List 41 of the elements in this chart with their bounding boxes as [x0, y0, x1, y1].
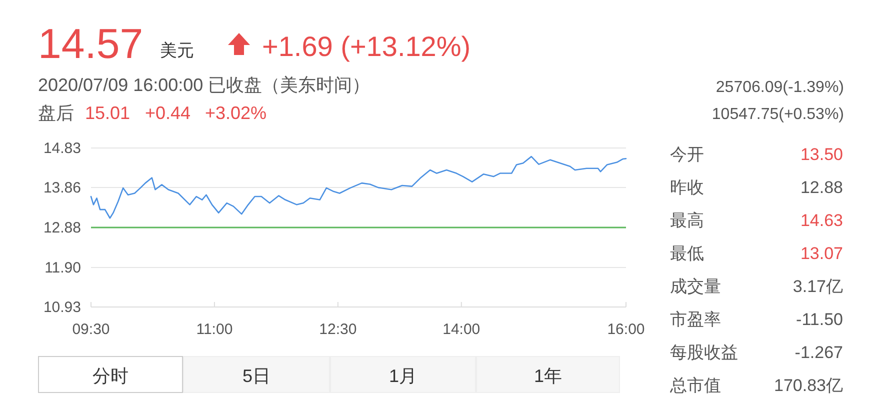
- x-tick-label: 11:00: [196, 321, 233, 338]
- text: 总市值: [669, 376, 721, 395]
- chart-title: 14.57: [38, 20, 144, 67]
- text: 3.17亿: [792, 277, 843, 296]
- text: +3.02%: [205, 103, 267, 123]
- x-tick-label: 14:00: [442, 321, 480, 338]
- y-tick-label: 14.83: [43, 140, 81, 157]
- y-tick-label: 10.93: [43, 299, 81, 316]
- text: 2020/07/09 16:00:00 已收盘（美东时间）: [38, 75, 370, 95]
- y-tick-label: 12.88: [43, 220, 81, 236]
- text: 1月: [388, 366, 418, 386]
- text: 1年: [534, 366, 562, 386]
- text: 15.01: [85, 103, 130, 123]
- text: 今开: [670, 145, 704, 164]
- text: 13.50: [800, 145, 843, 164]
- text: 13.07: [800, 244, 843, 263]
- y-tick-label: 13.86: [43, 180, 81, 197]
- text: +0.44: [145, 103, 191, 123]
- text: +1.69 (+13.12%): [262, 31, 471, 62]
- text: 美元: [160, 41, 194, 60]
- text: 25706.09(-1.39%): [716, 79, 844, 96]
- text: 14.63: [800, 211, 843, 230]
- x-tick-label: 12:30: [319, 321, 357, 338]
- text: 最低: [670, 244, 704, 263]
- text: 盘后: [38, 103, 74, 123]
- text: 170.83亿: [774, 376, 843, 395]
- text: 市盈率: [670, 310, 721, 329]
- text: 昨收: [670, 178, 704, 197]
- text: 12.88: [800, 178, 843, 197]
- text: 5日: [242, 366, 271, 386]
- text: 10547.75(+0.53%): [712, 106, 844, 123]
- text: 成交量: [670, 277, 721, 296]
- text: 最高: [670, 211, 704, 230]
- text: -1.267: [794, 343, 843, 362]
- text: -11.50: [796, 310, 843, 329]
- y-tick-label: 11.90: [44, 259, 81, 276]
- line-series: [90, 156, 627, 219]
- text: 每股收益: [670, 343, 738, 362]
- x-tick-label: 09:30: [72, 321, 110, 338]
- text: 分时: [92, 366, 128, 386]
- x-tick-label: 16:00: [607, 321, 645, 338]
